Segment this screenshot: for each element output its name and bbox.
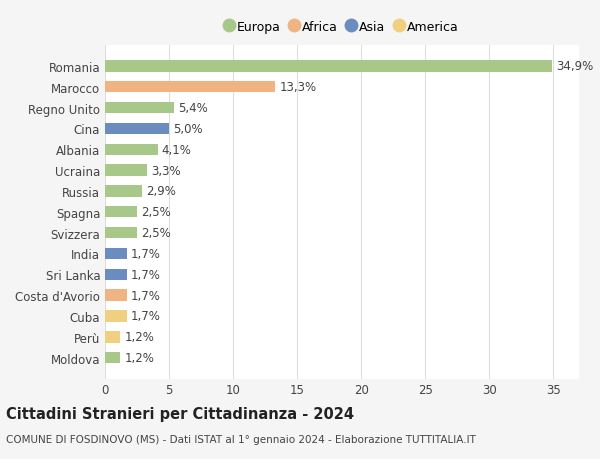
- Text: 13,3%: 13,3%: [279, 81, 316, 94]
- Bar: [105, 82, 275, 93]
- Bar: [105, 248, 127, 260]
- Text: COMUNE DI FOSDINOVO (MS) - Dati ISTAT al 1° gennaio 2024 - Elaborazione TUTTITAL: COMUNE DI FOSDINOVO (MS) - Dati ISTAT al…: [6, 434, 476, 444]
- Bar: [105, 186, 142, 197]
- Bar: [105, 331, 121, 343]
- Text: 2,9%: 2,9%: [146, 185, 176, 198]
- Bar: [105, 103, 174, 114]
- Bar: [105, 290, 127, 301]
- Text: 2,5%: 2,5%: [141, 206, 170, 219]
- Text: 1,7%: 1,7%: [131, 310, 160, 323]
- Text: 2,5%: 2,5%: [141, 227, 170, 240]
- Bar: [105, 207, 137, 218]
- Bar: [105, 123, 169, 135]
- Text: 1,7%: 1,7%: [131, 289, 160, 302]
- Text: Cittadini Stranieri per Cittadinanza - 2024: Cittadini Stranieri per Cittadinanza - 2…: [6, 406, 354, 421]
- Text: 5,0%: 5,0%: [173, 123, 203, 135]
- Text: 1,7%: 1,7%: [131, 247, 160, 260]
- Bar: [105, 61, 552, 73]
- Text: 4,1%: 4,1%: [161, 143, 191, 157]
- Text: 1,2%: 1,2%: [124, 330, 154, 343]
- Bar: [105, 227, 137, 239]
- Text: 34,9%: 34,9%: [556, 60, 593, 73]
- Bar: [105, 144, 158, 156]
- Text: 1,2%: 1,2%: [124, 351, 154, 364]
- Text: 1,7%: 1,7%: [131, 268, 160, 281]
- Bar: [105, 311, 127, 322]
- Bar: [105, 165, 147, 176]
- Text: 5,4%: 5,4%: [178, 102, 208, 115]
- Bar: [105, 269, 127, 280]
- Bar: [105, 352, 121, 364]
- Legend: Europa, Africa, Asia, America: Europa, Africa, Asia, America: [223, 19, 461, 37]
- Text: 3,3%: 3,3%: [151, 164, 181, 177]
